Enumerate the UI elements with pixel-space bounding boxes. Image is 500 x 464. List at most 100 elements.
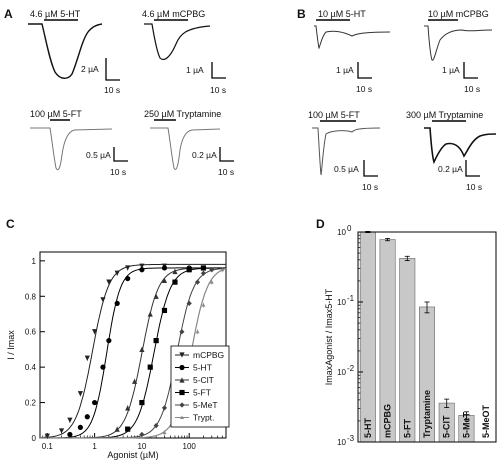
data-point [161,405,168,411]
scale-bar [219,147,234,162]
bar-label: Tryptamine [422,390,432,438]
legend-label: 5-MeT [193,400,218,410]
data-point [209,267,215,273]
current-trace [314,25,391,50]
panel-b: B 10 µM 5-HT 1 µA 10 s 10 µM mCPBG 1 µA … [297,7,497,192]
data-point [153,293,159,299]
data-point [139,399,145,406]
trace-label: 4.6 µM mCPBG [142,9,205,19]
legend-label: 5-HT [193,363,212,373]
current-trace [144,23,211,61]
current-trace [150,127,221,170]
data-point [161,307,168,314]
legend-marker [179,402,185,408]
current-trace [424,127,497,165]
trace-label: 250 µM Tryptamine [144,109,221,119]
current-trace [312,127,381,176]
scale-time-label: 10 s [356,84,372,94]
bar-label: 5-HT [363,417,373,438]
panel-a: A 4.6 µM 5-HT 2 µA 10 s 4.6 µM mCPBG 1 µ… [4,7,234,177]
x-tick-label: 1 [92,442,97,451]
data-point [161,265,168,271]
y-tick-exponent: -1 [347,294,355,303]
legend-label: 5-ClT [193,375,214,385]
trace-label: 10 µM 5-HT [318,9,366,19]
current-trace [28,23,103,79]
chart-c-points [44,263,225,439]
data-point [106,279,112,285]
data-point [125,405,131,411]
scale-time-label: 10 s [210,85,226,95]
trace-label: 300 µM Tryptamine [406,110,483,120]
legend-label: mCPBG [193,350,224,360]
data-point [114,300,120,306]
y-tick-label: 10 [337,368,346,377]
y-tick-label: 0.2 [25,399,37,408]
scale-bar [357,62,372,79]
panel-letter-c: C [6,217,15,231]
scale-current-label: 1 µA [186,65,204,75]
trace-b3: 100 µM 5-FT 0.5 µA 10 s [308,110,381,192]
bar-label: 5-FT [402,419,412,439]
scale-current-label: 1 µA [336,65,354,75]
data-point [106,337,112,344]
trace-b2: 10 µM mCPBG 1 µA 10 s [424,9,493,94]
trace-b1: 10 µM 5-HT 1 µA 10 s [314,9,391,94]
data-point [139,431,145,438]
data-point [220,267,225,272]
data-point [139,263,145,269]
fit-curve-Trypt. [40,268,227,439]
y-axis-title: I / Imax [6,330,16,360]
data-point [153,423,159,429]
scale-current-label: 2 µA [81,64,99,74]
scale-bar [465,160,480,177]
data-point [100,297,106,303]
panel-letter-b: B [297,7,306,21]
data-point [67,417,73,423]
data-point [172,268,178,275]
data-point [67,431,73,438]
scale-current-label: 0.2 µA [438,164,463,174]
legend-box [170,345,230,428]
y-tick-label: 10 [337,298,346,307]
scale-time-label: 10 s [466,182,482,192]
trace-a3: 100 µM 5-FT 0.5 µA 10 s [30,109,128,177]
bar-5-FT [399,258,416,443]
data-point [92,399,98,406]
data-point [77,391,83,397]
bar-label: mCPBG [383,404,393,438]
legend-marker [180,415,184,419]
data-point [200,270,207,276]
data-point [92,329,98,335]
data-point [195,329,200,334]
data-point [114,270,120,276]
y-tick-label: 0.8 [25,292,37,301]
scale-bar [463,62,478,79]
data-point [162,430,167,435]
legend-marker [179,377,185,383]
trace-label: 4.6 µM 5-HT [30,9,81,19]
bar-label: 5-MeOT [481,404,491,438]
y-tick-exponent: 0 [347,224,352,233]
data-point [200,265,207,271]
scale-current-label: 1 µA [442,65,460,75]
scale-current-label: 0.2 µA [192,150,217,160]
y-tick-exponent: -2 [347,364,355,373]
scale-current-label: 0.5 µA [334,164,359,174]
data-point [139,346,145,353]
legend-marker [179,364,185,371]
data-point [147,364,153,370]
scale-time-label: 10 s [362,182,378,192]
data-point [209,280,214,284]
x-axis-title: Agonist (µM) [107,450,158,460]
trace-a4: 250 µM Tryptamine 0.2 µA 10 s [144,109,234,177]
scale-bar [113,147,128,162]
panel-d: D 5-HT mCPBG 5-FT Tryptamine 5-ClT 5-MeT 5-MeO… [316,217,497,447]
data-point [186,300,192,306]
trace-label: 10 µM mCPBG [428,9,489,19]
scale-time-label: 10 s [104,85,120,95]
data-point [84,414,90,420]
trace-b4: 300 µM Tryptamine 0.2 µA 10 s [406,110,497,192]
data-point [125,265,131,271]
trace-label: 100 µM 5-FT [308,110,360,120]
